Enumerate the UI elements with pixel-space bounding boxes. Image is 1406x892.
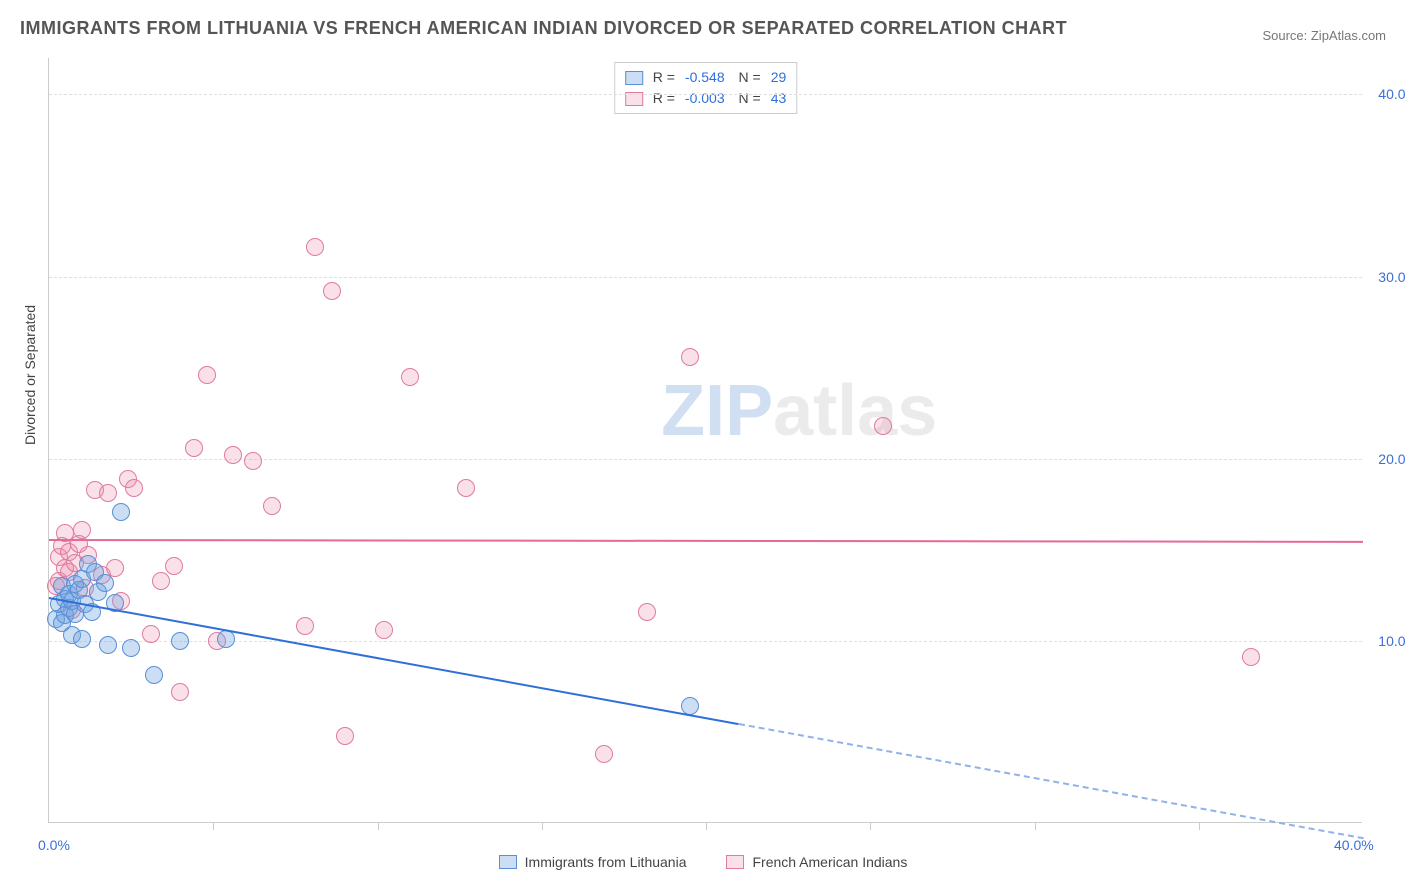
x-tick <box>706 822 707 830</box>
watermark-atlas: atlas <box>773 371 937 451</box>
data-point-blue <box>73 630 91 648</box>
data-point-pink <box>323 282 341 300</box>
trend-line-blue-solid <box>49 597 739 725</box>
chart-container: IMMIGRANTS FROM LITHUANIA VS FRENCH AMER… <box>0 0 1406 892</box>
legend-item-blue: Immigrants from Lithuania <box>499 854 687 870</box>
trend-line-pink <box>49 539 1363 543</box>
data-point-pink <box>681 348 699 366</box>
stat-r-blue: -0.548 <box>685 67 725 88</box>
data-point-pink <box>198 366 216 384</box>
x-tick <box>1199 822 1200 830</box>
watermark-zip: ZIP <box>661 371 773 451</box>
stat-label-r: R = <box>653 67 675 88</box>
legend-label-blue: Immigrants from Lithuania <box>525 854 687 870</box>
data-point-blue <box>96 574 114 592</box>
gridline <box>49 641 1362 642</box>
x-axis-max-label: 40.0% <box>1334 837 1374 853</box>
x-tick <box>542 822 543 830</box>
data-point-pink <box>401 368 419 386</box>
gridline <box>49 277 1362 278</box>
y-tick-label: 40.0% <box>1378 86 1406 102</box>
stat-label-n: N = <box>735 67 761 88</box>
y-tick-label: 10.0% <box>1378 633 1406 649</box>
stat-label-n: N = <box>735 88 761 109</box>
swatch-pink-icon <box>726 855 744 869</box>
y-tick-label: 30.0% <box>1378 269 1406 285</box>
stat-n-blue: 29 <box>771 67 787 88</box>
data-point-pink <box>125 479 143 497</box>
data-point-pink <box>874 417 892 435</box>
data-point-pink <box>1242 648 1260 666</box>
plot-area: ZIPatlas R = -0.548 N = 29 R = -0.003 N … <box>48 58 1362 823</box>
data-point-pink <box>244 452 262 470</box>
trend-line-blue-dashed <box>739 723 1363 839</box>
data-point-blue <box>99 636 117 654</box>
stats-row-blue: R = -0.548 N = 29 <box>625 67 787 88</box>
data-point-pink <box>171 683 189 701</box>
data-point-blue <box>145 666 163 684</box>
stats-row-pink: R = -0.003 N = 43 <box>625 88 787 109</box>
data-point-pink <box>99 484 117 502</box>
x-tick <box>870 822 871 830</box>
data-point-pink <box>306 238 324 256</box>
data-point-pink <box>142 625 160 643</box>
y-axis-title: Divorced or Separated <box>22 305 38 445</box>
x-tick <box>1035 822 1036 830</box>
swatch-blue-icon <box>499 855 517 869</box>
x-axis-min-label: 0.0% <box>38 837 70 853</box>
x-tick <box>213 822 214 830</box>
x-tick <box>378 822 379 830</box>
data-point-pink <box>224 446 242 464</box>
data-point-pink <box>152 572 170 590</box>
data-point-pink <box>336 727 354 745</box>
bottom-legend: Immigrants from Lithuania French America… <box>0 854 1406 870</box>
data-point-blue <box>171 632 189 650</box>
stat-label-r: R = <box>653 88 675 109</box>
data-point-blue <box>122 639 140 657</box>
chart-title: IMMIGRANTS FROM LITHUANIA VS FRENCH AMER… <box>20 18 1067 39</box>
source-attribution: Source: ZipAtlas.com <box>1262 28 1386 43</box>
watermark: ZIPatlas <box>661 370 937 452</box>
data-point-pink <box>263 497 281 515</box>
stat-n-pink: 43 <box>771 88 787 109</box>
data-point-pink <box>457 479 475 497</box>
data-point-pink <box>296 617 314 635</box>
data-point-pink <box>595 745 613 763</box>
legend-label-pink: French American Indians <box>752 854 907 870</box>
data-point-pink <box>73 521 91 539</box>
data-point-pink <box>638 603 656 621</box>
data-point-pink <box>375 621 393 639</box>
data-point-pink <box>185 439 203 457</box>
stats-legend-box: R = -0.548 N = 29 R = -0.003 N = 43 <box>614 62 798 114</box>
data-point-pink <box>165 557 183 575</box>
data-point-blue <box>112 503 130 521</box>
legend-item-pink: French American Indians <box>726 854 907 870</box>
stat-r-pink: -0.003 <box>685 88 725 109</box>
gridline <box>49 94 1362 95</box>
swatch-blue-icon <box>625 71 643 85</box>
y-tick-label: 20.0% <box>1378 451 1406 467</box>
